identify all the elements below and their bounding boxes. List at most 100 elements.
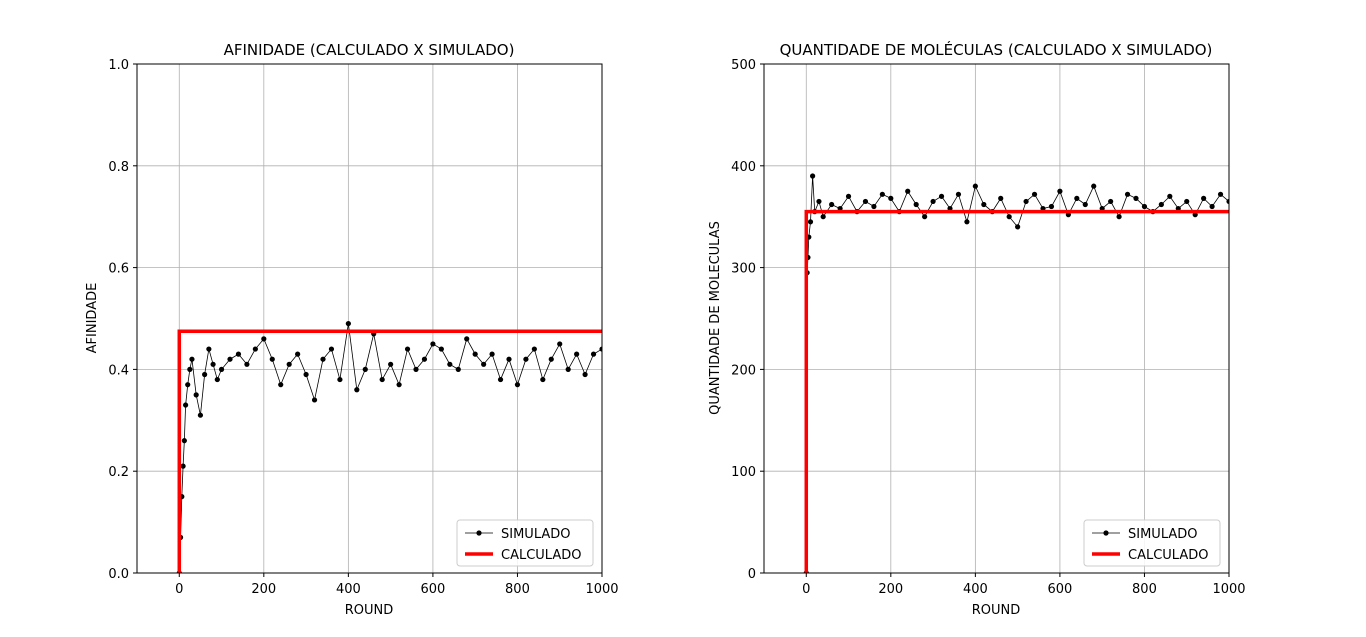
- legend-label: SIMULADO: [1128, 527, 1198, 542]
- data-point: [311, 397, 318, 403]
- data-point: [421, 356, 428, 362]
- data-point: [337, 376, 343, 383]
- legend-swatch-marker: [476, 530, 482, 536]
- data-point: [379, 376, 385, 383]
- data-point: [905, 188, 911, 194]
- data-point: [227, 356, 233, 362]
- legend-label: CALCULADO: [1128, 548, 1208, 563]
- data-point: [1192, 212, 1198, 218]
- data-point: [590, 351, 597, 357]
- data-point: [354, 387, 360, 393]
- chart-title: AFINIDADE (CALCULADO X SIMULADO): [224, 41, 515, 59]
- axes-frame: [763, 63, 1230, 574]
- data-point: [430, 341, 436, 347]
- data-point: [472, 351, 478, 357]
- data-point: [481, 361, 487, 367]
- data-point: [183, 402, 189, 408]
- data-point: [955, 191, 962, 197]
- data-point: [845, 193, 852, 199]
- data-point: [871, 203, 877, 210]
- data-point: [879, 191, 885, 197]
- chart-afinidade: AFINIDADE (CALCULADO X SIMULADO) ROUND A…: [85, 41, 619, 618]
- x-tick-label: 600: [1047, 582, 1072, 597]
- y-axis-label: QUANTIDADE DE MOLECULAS: [708, 221, 723, 415]
- data-point: [938, 193, 945, 199]
- data-point: [1167, 193, 1173, 199]
- data-point: [214, 376, 220, 383]
- data-point: [1116, 214, 1122, 220]
- x-tick-label: 0: [175, 582, 183, 597]
- y-tick-label: 0.2: [108, 465, 129, 480]
- x-tick-label: 800: [1132, 582, 1157, 597]
- data-point: [181, 438, 187, 444]
- data-point: [964, 219, 970, 225]
- data-point: [269, 356, 275, 362]
- data-point: [1099, 205, 1105, 212]
- data-point: [574, 351, 580, 357]
- data-point: [1108, 198, 1114, 205]
- plot-area: [176, 320, 602, 573]
- data-point: [807, 219, 814, 225]
- series-line-calculado: [177, 329, 602, 573]
- legend-swatch-marker: [1103, 530, 1109, 536]
- y-tick-label: 0: [748, 567, 756, 582]
- data-point: [489, 351, 495, 357]
- data-point: [388, 361, 394, 367]
- x-tick-label: 600: [420, 582, 445, 597]
- x-tick-label: 200: [878, 582, 903, 597]
- data-point: [913, 201, 919, 208]
- data-point: [1065, 212, 1071, 218]
- data-point: [1031, 191, 1038, 197]
- data-point: [396, 382, 402, 388]
- legend: SIMULADO CALCULADO: [456, 519, 594, 567]
- x-tick-label: 800: [505, 582, 530, 597]
- x-tick-label: 0: [802, 582, 810, 597]
- data-point: [244, 361, 250, 367]
- data-point: [972, 183, 978, 189]
- x-tick-label: 200: [251, 582, 276, 597]
- data-point: [1124, 191, 1131, 197]
- data-point: [557, 341, 563, 347]
- data-point: [523, 356, 529, 362]
- legend-label: SIMULADO: [501, 527, 571, 542]
- data-point: [362, 366, 368, 372]
- data-point: [1158, 201, 1164, 208]
- legend-label: CALCULADO: [501, 548, 581, 563]
- y-tick-label: 0.6: [108, 262, 129, 277]
- data-point: [1006, 214, 1012, 220]
- data-point: [210, 361, 216, 367]
- chart-title: QUANTIDADE DE MOLÉCULAS (CALCULADO X SIM…: [780, 40, 1213, 59]
- data-point: [1082, 201, 1088, 208]
- data-point: [1057, 188, 1063, 194]
- data-point: [189, 356, 195, 362]
- data-point: [837, 205, 843, 212]
- y-tick-label: 400: [731, 160, 756, 175]
- data-point: [888, 195, 894, 201]
- x-tick-label: 1000: [585, 582, 618, 597]
- x-tick-label: 400: [336, 582, 361, 597]
- data-point: [1048, 203, 1055, 210]
- series-line-calculado: [804, 209, 1229, 573]
- data-point: [295, 351, 301, 357]
- y-tick-label: 500: [731, 58, 756, 73]
- data-point: [218, 366, 225, 372]
- data-point: [1201, 195, 1207, 201]
- plot-area: [803, 173, 1229, 573]
- data-point: [599, 346, 602, 352]
- data-point: [328, 346, 335, 352]
- data-point: [998, 195, 1004, 201]
- data-point: [447, 361, 453, 367]
- data-point: [235, 351, 242, 357]
- data-point: [180, 463, 186, 469]
- data-point: [810, 173, 816, 179]
- data-point: [320, 356, 326, 362]
- data-point: [981, 201, 987, 208]
- data-point: [185, 382, 191, 388]
- data-point: [1133, 195, 1139, 201]
- data-point: [829, 201, 835, 208]
- data-point: [1217, 191, 1224, 197]
- data-point: [303, 371, 309, 378]
- data-point: [278, 382, 284, 388]
- y-tick-label: 0.0: [108, 567, 129, 582]
